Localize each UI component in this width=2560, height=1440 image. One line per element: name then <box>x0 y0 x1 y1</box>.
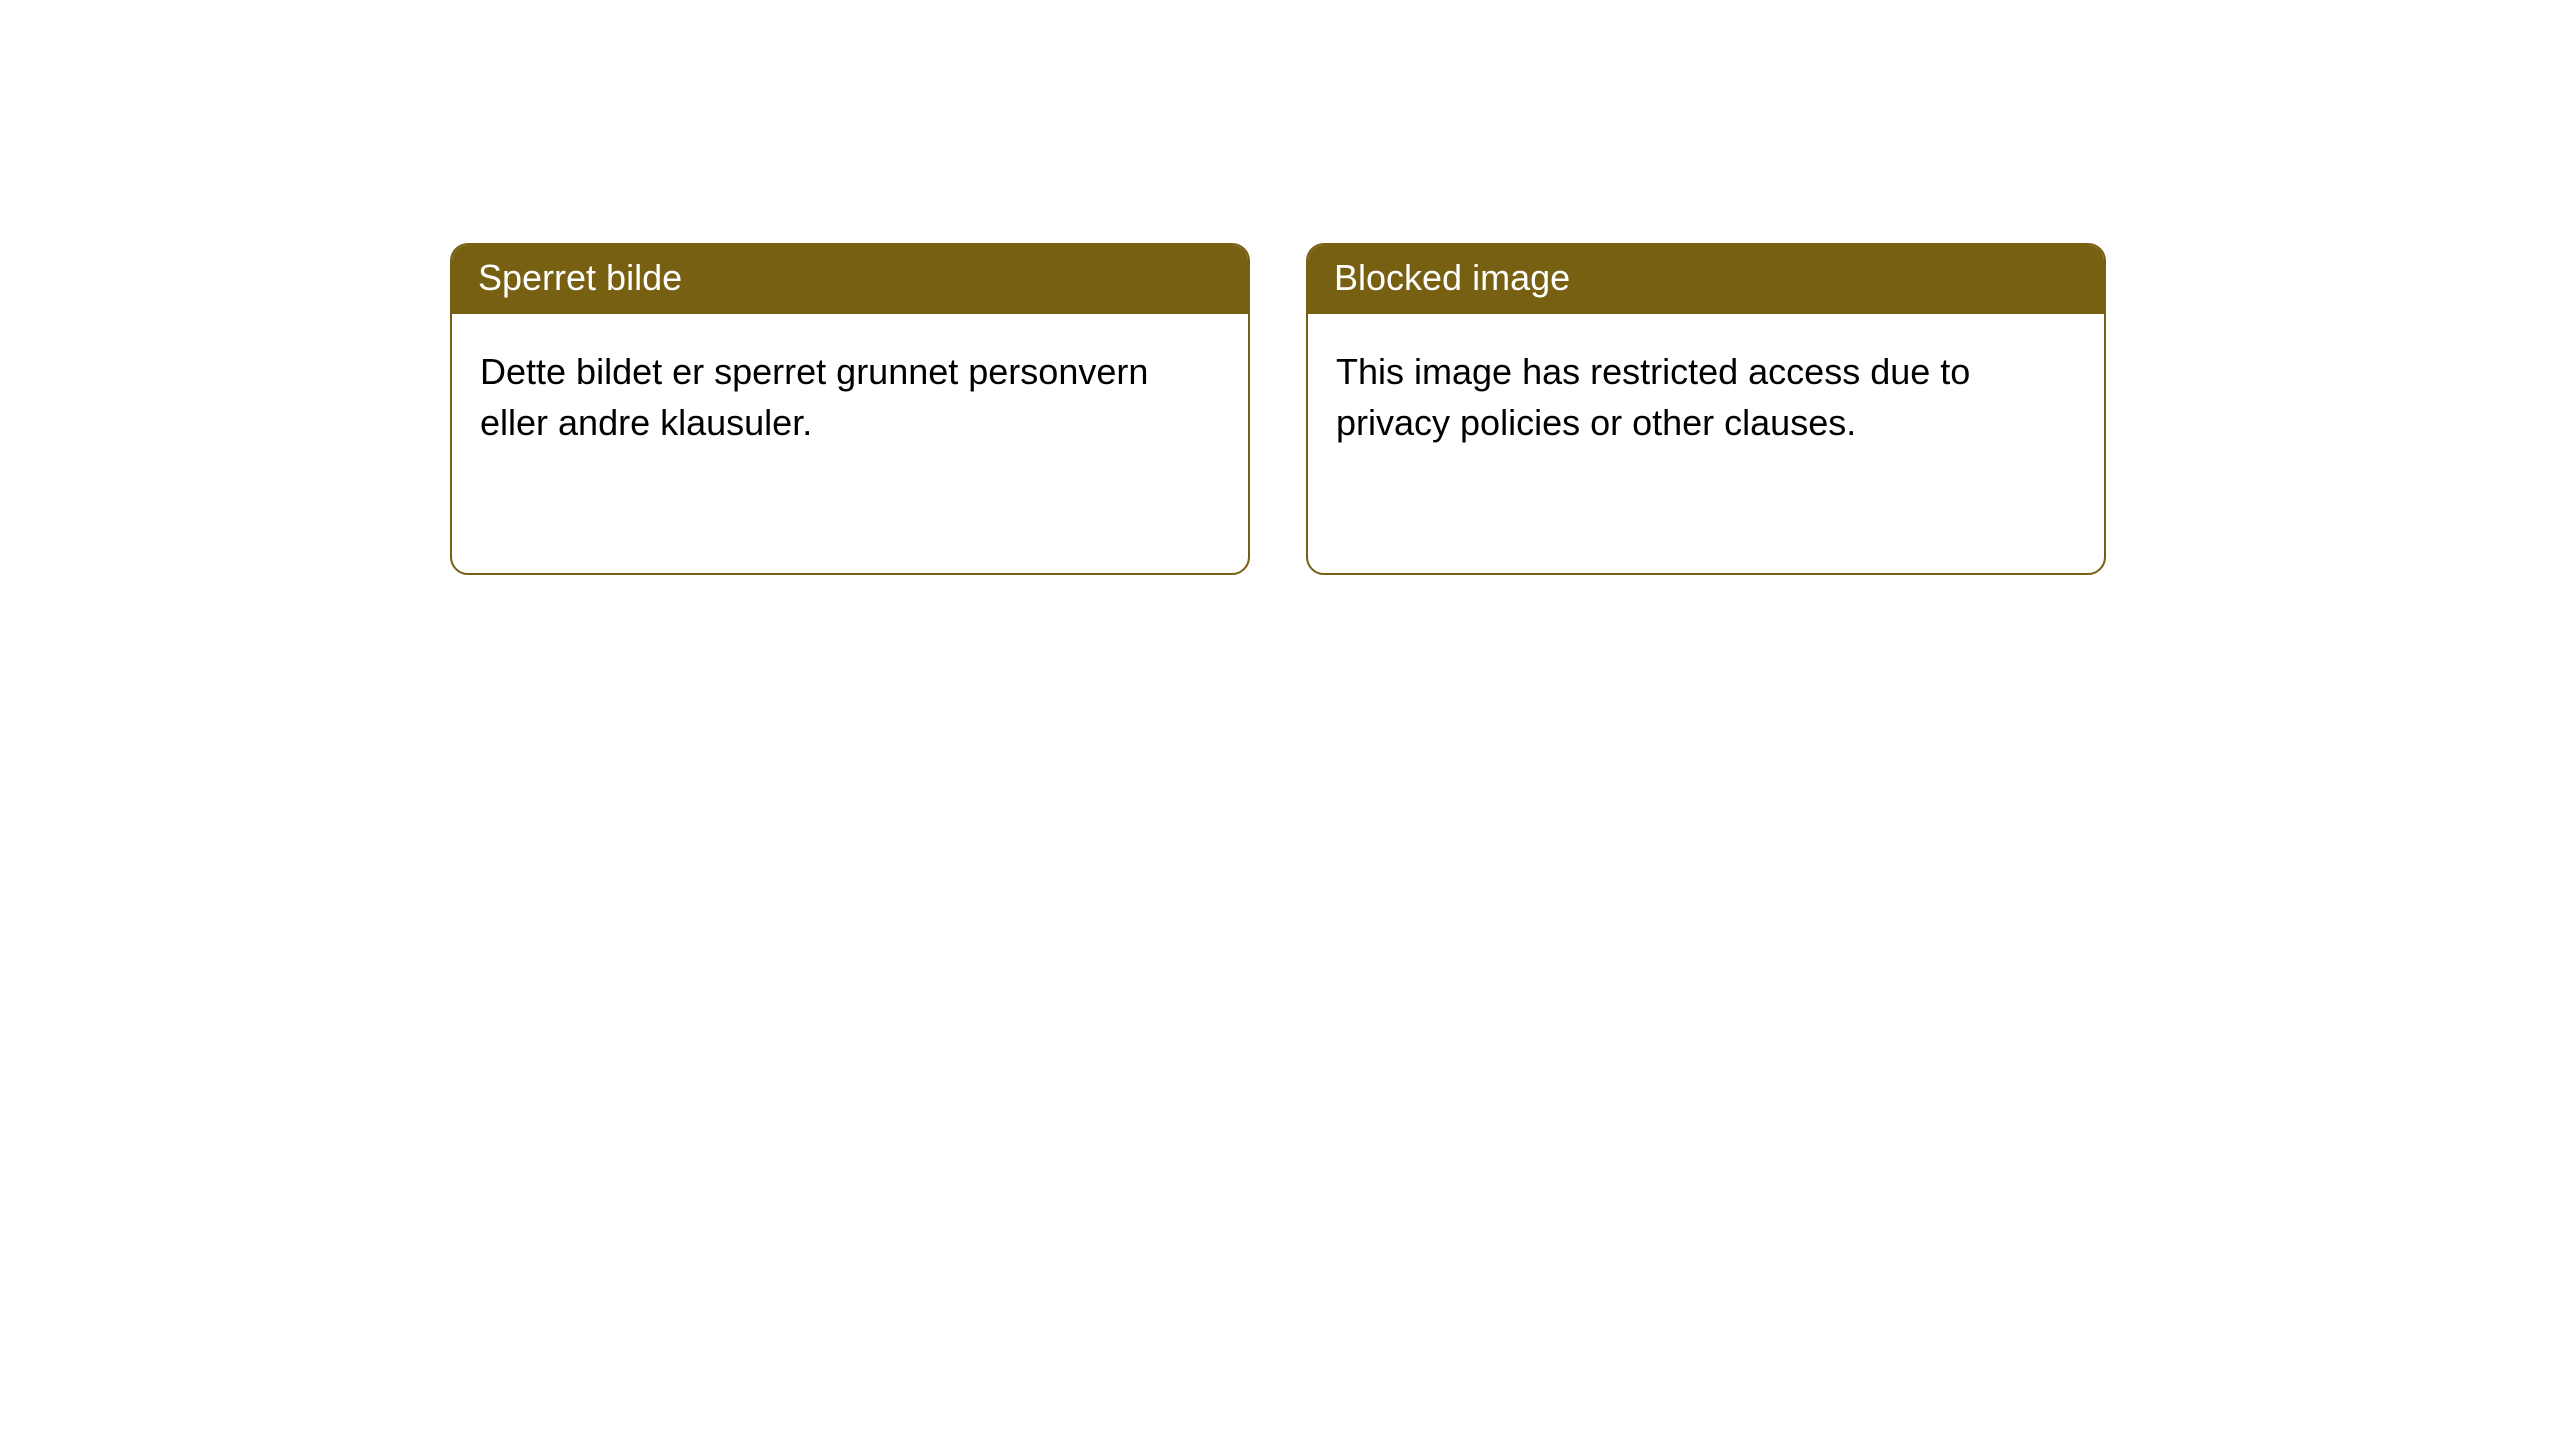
card-body: This image has restricted access due to … <box>1308 314 2104 480</box>
card-header: Sperret bilde <box>452 245 1248 314</box>
notice-cards-container: Sperret bilde Dette bildet er sperret gr… <box>0 0 2560 575</box>
card-header: Blocked image <box>1308 245 2104 314</box>
notice-card-english: Blocked image This image has restricted … <box>1306 243 2106 575</box>
card-body: Dette bildet er sperret grunnet personve… <box>452 314 1248 480</box>
card-body-text: This image has restricted access due to … <box>1336 351 1970 443</box>
card-title: Blocked image <box>1334 257 1570 298</box>
card-title: Sperret bilde <box>478 257 682 298</box>
card-body-text: Dette bildet er sperret grunnet personve… <box>480 351 1148 443</box>
notice-card-norwegian: Sperret bilde Dette bildet er sperret gr… <box>450 243 1250 575</box>
